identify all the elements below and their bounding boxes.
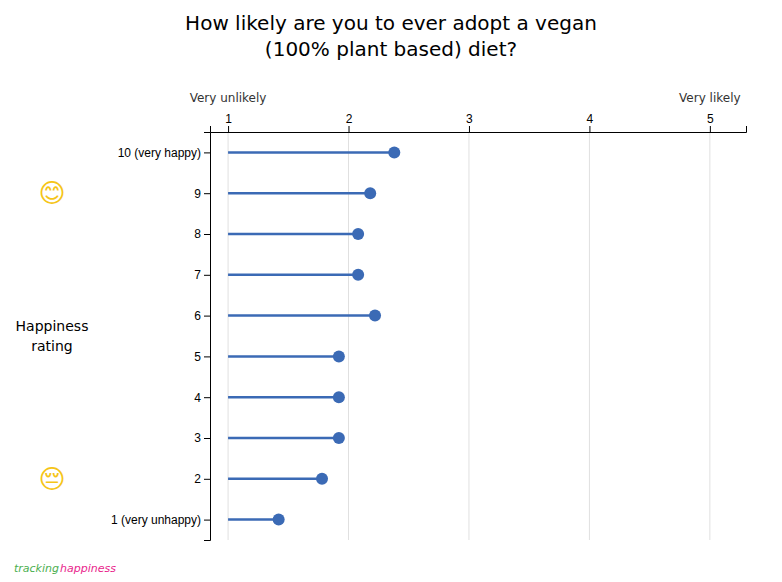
- y-tick-mark: [204, 356, 210, 357]
- x-tick-label: 4: [587, 112, 594, 126]
- x-tick: 3: [466, 112, 473, 132]
- watermark: happiness: [60, 562, 116, 575]
- stem: [228, 192, 370, 195]
- y-tick: 7: [194, 268, 210, 282]
- y-tick-mark: [204, 234, 210, 235]
- emoji: 😊: [38, 178, 65, 208]
- y-tick: 1 (very unhappy): [111, 513, 210, 527]
- dot: [273, 514, 285, 526]
- dot: [333, 391, 345, 403]
- dot: [369, 310, 381, 322]
- y-tick-label: 10 (very happy): [118, 146, 201, 160]
- marks: [228, 146, 400, 525]
- x-tick-label: 5: [707, 112, 714, 126]
- stem: [228, 233, 358, 236]
- annotation: Very unlikely: [190, 91, 267, 105]
- y-tick-mark: [204, 438, 210, 439]
- x-axis-line: [211, 126, 747, 133]
- stem: [228, 396, 339, 399]
- y-tick-mark: [204, 520, 210, 521]
- y-tick: 8: [194, 227, 210, 241]
- grid-line: [468, 132, 469, 540]
- x-tick: 2: [346, 112, 353, 132]
- y-axis: 10 (very happy) 9 8 7 6 5 4 3 2 1 (very unhappy): [111, 133, 211, 541]
- stem: [228, 355, 339, 358]
- y-tick-mark: [204, 316, 210, 317]
- y-axis-title: Happinessrating: [16, 318, 89, 354]
- y-tick-mark: [204, 275, 210, 276]
- watermark: tracking: [14, 562, 59, 575]
- x-tick-mark: [710, 126, 711, 132]
- grid-line: [709, 132, 710, 540]
- y-tick-label: 5: [194, 350, 201, 364]
- plot: 1 2 3 4 5 10 (very happy) 9 8 7 6 5 4 3 2 1 (very unha…: [111, 112, 747, 541]
- dot: [352, 228, 364, 240]
- x-tick-label: 3: [466, 112, 473, 126]
- y-tick-mark: [204, 479, 210, 480]
- y-tick: 3: [194, 431, 210, 445]
- x-tick-mark: [589, 126, 590, 132]
- dot: [316, 473, 328, 485]
- stem: [228, 437, 339, 440]
- stem: [228, 478, 322, 481]
- dot: [388, 146, 400, 158]
- stem: [228, 151, 394, 154]
- y-tick-label: 9: [194, 187, 201, 201]
- dot: [333, 432, 345, 444]
- x-tick-mark: [349, 126, 350, 132]
- x-tick: 1: [225, 112, 232, 132]
- title: How likely are you to ever adopt a vegan…: [185, 11, 597, 61]
- stem: [228, 518, 279, 521]
- chart: 1 2 3 4 5 10 (very happy) 9 8 7 6 5 4 3 2 1 (very unha…: [0, 0, 782, 582]
- x-tick-mark: [228, 126, 229, 132]
- dot: [352, 269, 364, 281]
- annotation: Very likely: [679, 91, 741, 105]
- y-tick: 2: [194, 472, 210, 486]
- x-tick-label: 2: [346, 112, 353, 126]
- y-tick: 5: [194, 350, 210, 364]
- grid-line: [589, 132, 590, 540]
- x-tick: 4: [587, 112, 594, 132]
- stem: [228, 314, 375, 317]
- y-tick-label: 6: [194, 309, 201, 323]
- stem: [228, 274, 358, 277]
- grid: [228, 132, 710, 540]
- y-tick-label: 1 (very unhappy): [111, 513, 201, 527]
- y-tick-mark: [204, 152, 210, 153]
- y-tick-label: 7: [194, 268, 201, 282]
- y-tick-mark: [204, 397, 210, 398]
- y-tick: 9: [194, 187, 210, 201]
- y-tick: 10 (very happy): [118, 146, 210, 160]
- y-tick: 4: [194, 391, 210, 405]
- y-tick-label: 3: [194, 431, 201, 445]
- y-tick-label: 4: [194, 391, 201, 405]
- dot: [364, 187, 376, 199]
- y-tick-mark: [204, 193, 210, 194]
- emoji: 😔: [38, 464, 65, 494]
- x-tick-mark: [469, 126, 470, 132]
- x-tick-label: 1: [225, 112, 232, 126]
- y-tick-label: 2: [194, 472, 201, 486]
- x-axis: 1 2 3 4 5: [211, 112, 747, 133]
- y-axis-line: [204, 133, 211, 541]
- y-tick-label: 8: [194, 227, 201, 241]
- y-tick: 6: [194, 309, 210, 323]
- dot: [333, 350, 345, 362]
- x-tick: 5: [707, 112, 714, 132]
